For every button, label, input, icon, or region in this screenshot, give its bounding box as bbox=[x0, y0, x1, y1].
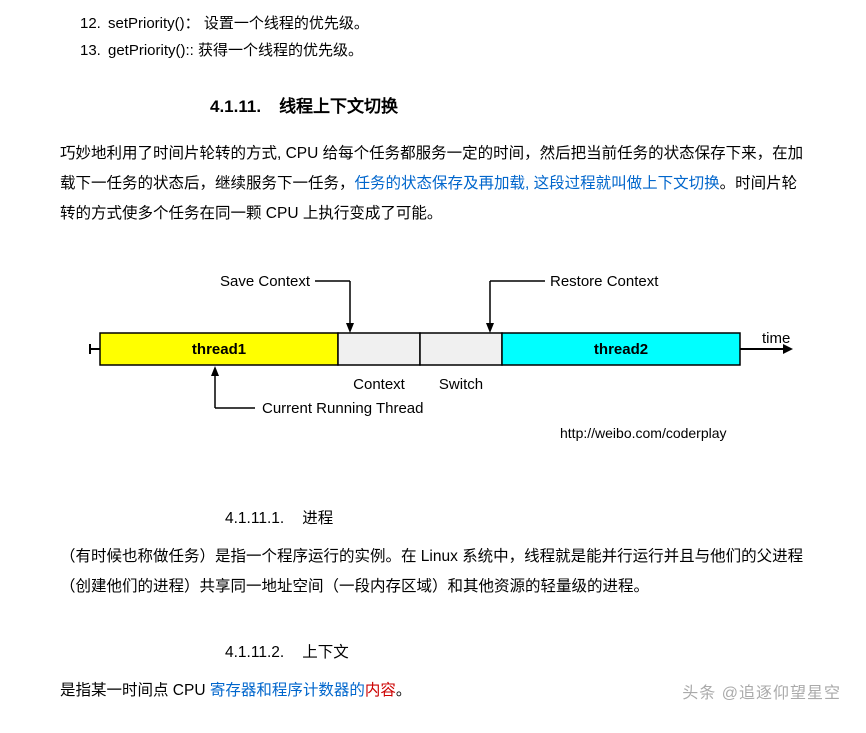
para-segment: 。 bbox=[396, 682, 412, 699]
heading-number: 4.1.11.2. bbox=[225, 644, 284, 661]
context-switch-diagram: time thread1 thread2 Save Context Restor… bbox=[60, 248, 806, 468]
section-heading-4-1-11-2: 4.1.11.2. 上下文 bbox=[225, 640, 806, 662]
heading-title: 上下文 bbox=[302, 644, 349, 661]
list-number: 13. bbox=[80, 37, 108, 64]
heading-number: 4.1.11.1. bbox=[225, 510, 284, 527]
list-item-13: 13.getPriority():: 获得一个线程的优先级。 bbox=[80, 37, 806, 64]
time-label: time bbox=[762, 330, 790, 347]
list-number: 12. bbox=[80, 10, 108, 37]
page: 12.setPriority()： 设置一个线程的优先级。 13.getPrio… bbox=[0, 0, 866, 733]
method-name: setPriority()： bbox=[108, 15, 200, 32]
context-label: Context bbox=[353, 376, 406, 393]
current-thread-arrowhead bbox=[211, 366, 219, 376]
method-desc: 获得一个线程的优先级。 bbox=[194, 42, 363, 59]
switch-label: Switch bbox=[439, 376, 483, 393]
gap2-box bbox=[420, 333, 502, 365]
section-heading-4-1-11-1: 4.1.11.1. 进程 bbox=[225, 506, 806, 528]
diagram-url: http://weibo.com/coderplay bbox=[560, 425, 727, 441]
method-name: getPriority():: bbox=[108, 42, 194, 59]
para-link-text: 任务的状态保存及再加载, 这段过程就叫做上下文切换 bbox=[355, 175, 720, 192]
list-item-12: 12.setPriority()： 设置一个线程的优先级。 bbox=[80, 10, 806, 37]
para-blue: 寄存器和程序计数器的 bbox=[210, 682, 365, 699]
watermark: 头条 @追逐仰望星空 bbox=[682, 679, 841, 703]
heading-title: 线程上下文切换 bbox=[279, 97, 398, 116]
para-red: 内容 bbox=[365, 682, 396, 699]
heading-number: 4.1.11. bbox=[210, 97, 261, 116]
current-running-label: Current Running Thread bbox=[262, 400, 423, 417]
heading-title: 进程 bbox=[302, 510, 333, 527]
save-context-label: Save Context bbox=[220, 273, 311, 290]
para-segment: 是指某一时间点 CPU bbox=[60, 682, 210, 699]
paragraph-process: （有时候也称做任务）是指一个程序运行的实例。在 Linux 系统中，线程就是能并… bbox=[60, 542, 806, 602]
thread2-label: thread2 bbox=[594, 341, 648, 358]
restore-context-label: Restore Context bbox=[550, 273, 659, 290]
diagram-svg: time thread1 thread2 Save Context Restor… bbox=[60, 248, 800, 468]
save-context-arrowhead bbox=[346, 323, 354, 333]
section-heading-4-1-11: 4.1.11. 线程上下文切换 bbox=[210, 92, 806, 117]
document-content: 12.setPriority()： 设置一个线程的优先级。 13.getPrio… bbox=[0, 0, 866, 726]
gap1-box bbox=[338, 333, 420, 365]
paragraph-context-switch: 巧妙地利用了时间片轮转的方式, CPU 给每个任务都服务一定的时间，然后把当前任… bbox=[60, 139, 806, 230]
thread1-label: thread1 bbox=[192, 341, 246, 358]
method-desc: 设置一个线程的优先级。 bbox=[200, 15, 369, 32]
restore-context-arrowhead bbox=[486, 323, 494, 333]
